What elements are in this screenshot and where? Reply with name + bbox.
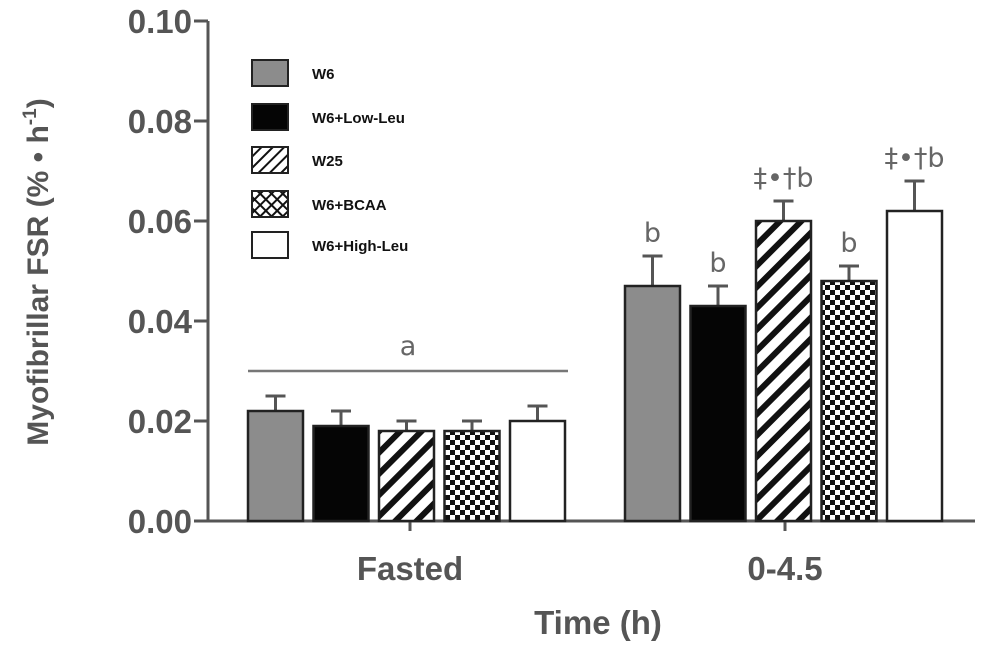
bar-annotation: ‡•†b: [884, 143, 944, 174]
bar-annotation: b: [709, 248, 726, 279]
legend-label: W6: [312, 66, 335, 83]
legend-label: W6+High-Leu: [312, 238, 408, 255]
y-tick-label: 0.04: [128, 303, 193, 340]
legend: W6 W6+Low-Leu W25 W6+BCAA W6+High-Leu: [251, 59, 408, 259]
bar: [246, 409, 305, 523]
bar-annotation: b: [840, 228, 857, 259]
bar: [312, 424, 370, 523]
bar: [885, 209, 944, 523]
bar: [443, 429, 501, 523]
y-tick-label: 0.06: [128, 203, 192, 240]
legend-swatch: [251, 190, 289, 218]
legend-label: W25: [312, 153, 343, 170]
bar: [377, 429, 436, 523]
bars: [246, 179, 944, 523]
bar: [820, 279, 878, 523]
bar: [623, 284, 682, 523]
x-tick-label: 0-4.5: [747, 550, 822, 587]
y-tick-label: 0.00: [128, 503, 192, 540]
y-axis: 0.00 0.02 0.04 0.06 0.08 0.10: [128, 3, 210, 540]
legend-label: W6+BCAA: [312, 197, 387, 214]
y-tick-label: 0.02: [128, 403, 192, 440]
legend-swatch: [251, 231, 289, 259]
bar-annotation: ‡•†b: [753, 163, 813, 194]
y-tick-label: 0.10: [128, 3, 192, 40]
bar: [754, 219, 813, 523]
y-tick-label: 0.08: [128, 103, 192, 140]
legend-swatch: [251, 103, 289, 131]
bar: [508, 419, 567, 523]
annotations: a b b ‡•†b b ‡•†b: [248, 143, 945, 373]
legend-label: W6+Low-Leu: [312, 110, 405, 127]
significance-label: a: [400, 331, 417, 362]
bar-annotation: b: [644, 218, 661, 249]
x-axis-label: Time (h): [534, 604, 662, 641]
y-axis-label: Myofibrillar FSR (% • h-1): [20, 98, 55, 445]
legend-swatch: [251, 146, 289, 174]
x-tick-label: Fasted: [357, 550, 463, 587]
legend-swatch: [251, 59, 289, 87]
x-axis: Fasted 0-4.5: [208, 519, 975, 587]
bar: [689, 304, 747, 523]
